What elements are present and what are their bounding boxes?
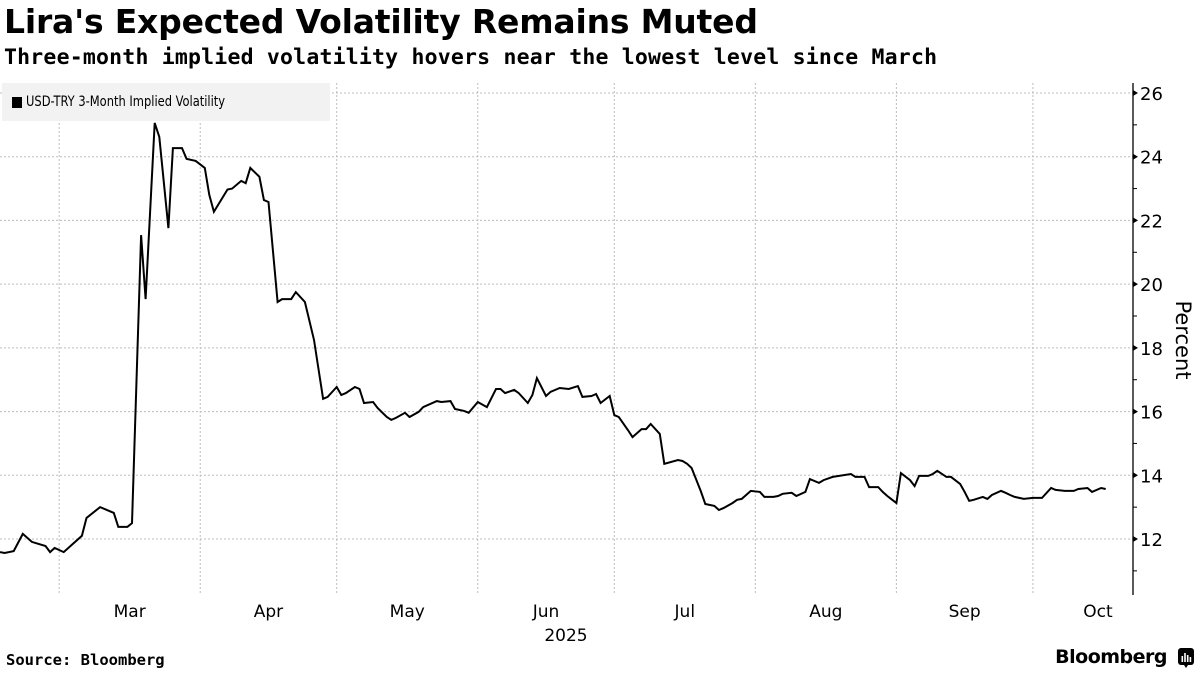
y-tick-label: 16: [1140, 403, 1163, 424]
x-tick-label: Mar: [114, 602, 146, 622]
x-tick-label: Jul: [674, 602, 696, 622]
y-major-tick: [1133, 153, 1138, 160]
x-tick-label: May: [390, 602, 425, 622]
x-tick-label: Aug: [809, 602, 842, 622]
x-axis-year-label: 2025: [544, 626, 587, 646]
legend-label: USD-TRY 3-Month Implied Volatility: [26, 94, 226, 110]
gridlines: [0, 83, 1133, 595]
y-major-tick: [1133, 217, 1138, 224]
y-major-tick: [1133, 344, 1138, 351]
y-axis-title: Percent: [1171, 300, 1195, 379]
series-layer: [0, 122, 1106, 555]
y-tick-label: 20: [1140, 275, 1163, 296]
y-axis: 12 14 16 18 20 22 24 26: [1132, 83, 1163, 595]
x-tick-label: Oct: [1083, 602, 1113, 622]
series-line: [0, 122, 1106, 555]
y-tick-label: 22: [1140, 211, 1163, 232]
legend-swatch: [12, 96, 22, 108]
x-tick-label: Jun: [532, 602, 560, 622]
legend: USD-TRY 3-Month Implied Volatility: [2, 83, 330, 121]
y-major-tick: [1133, 408, 1138, 415]
chart-subtitle: Three-month implied volatility hovers ne…: [4, 45, 938, 70]
y-tick-label: 24: [1140, 148, 1163, 169]
y-major-tick: [1133, 472, 1138, 479]
chart-title: Lira's Expected Volatility Remains Muted: [4, 2, 758, 41]
x-tick-label: Sep: [949, 602, 981, 622]
x-axis-labels: Mar Apr May Jun Jul Aug Sep Oct: [114, 602, 1113, 622]
y-tick-label: 12: [1140, 530, 1163, 551]
bloomberg-terminal-icon: [1178, 648, 1194, 668]
y-major-tick: [1133, 536, 1138, 542]
y-major-tick: [1133, 90, 1138, 96]
y-tick-label: 26: [1140, 84, 1163, 105]
source-note: Source: Bloomberg: [6, 651, 165, 669]
y-tick-label: 18: [1140, 339, 1163, 360]
y-tick-label: 14: [1140, 466, 1163, 487]
bloomberg-logo: Bloomberg: [1055, 646, 1167, 668]
x-tick-label: Apr: [254, 602, 283, 622]
y-major-tick: [1133, 281, 1138, 288]
